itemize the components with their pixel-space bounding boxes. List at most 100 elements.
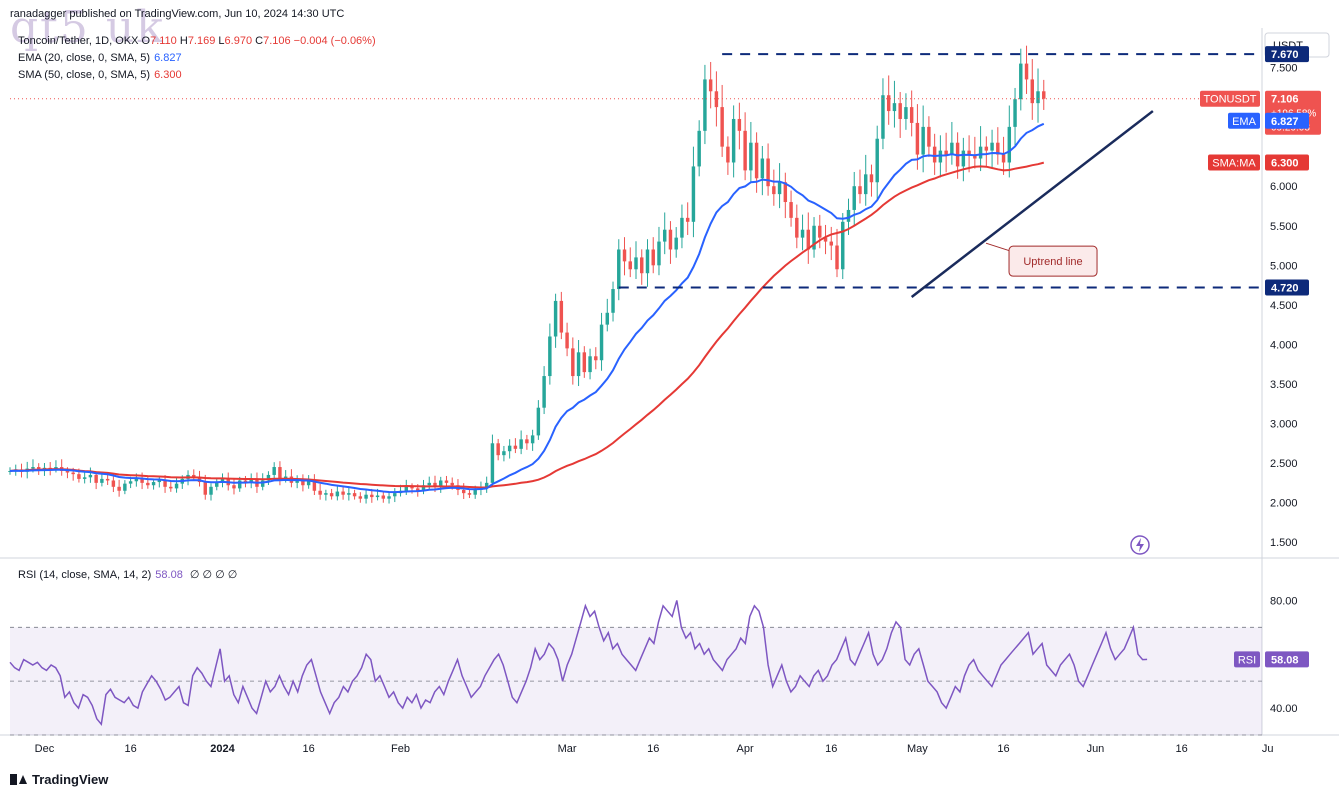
- y-tick-label: 6.000: [1270, 181, 1298, 193]
- rsi-tick-label: 40.00: [1270, 703, 1298, 715]
- uptrend-line-label: Uptrend line: [1023, 256, 1082, 268]
- candle-body: [869, 174, 874, 183]
- x-tick-label: May: [907, 743, 928, 755]
- candle-body: [881, 95, 885, 139]
- symbol-title: Toncoin/Tether, 1D, OKX: [18, 35, 139, 47]
- candle-body: [238, 480, 242, 489]
- candle-body: [996, 142, 1000, 155]
- candle-body: [858, 186, 862, 195]
- candle-body: [1007, 126, 1012, 163]
- y-tick-label: 5.500: [1270, 221, 1298, 233]
- rsi-legend-extra: ∅ ∅ ∅ ∅: [189, 569, 238, 581]
- candle-body: [105, 478, 110, 481]
- candle-body: [662, 229, 667, 242]
- last-price-label: 7.106: [1271, 94, 1299, 106]
- candle-body: [749, 142, 753, 171]
- candle-body: [536, 407, 541, 436]
- candle-body: [174, 483, 179, 489]
- y-tick-label: 7.500: [1270, 63, 1298, 75]
- candle-body: [111, 480, 116, 487]
- candle-body: [634, 257, 638, 270]
- candle-body: [628, 261, 632, 270]
- sma-legend[interactable]: SMA (50, close, 0, SMA, 5) 6.300: [18, 69, 182, 81]
- candle-body: [553, 300, 558, 337]
- ema-legend[interactable]: EMA (20, close, 0, SMA, 5) 6.827: [18, 52, 182, 64]
- candle-body: [1001, 154, 1006, 163]
- candle-body: [312, 480, 317, 491]
- rsi-tick-label: 80.00: [1270, 595, 1298, 607]
- rsi-legend-label: RSI (14, close, SMA, 14, 2): [18, 569, 152, 581]
- candle-body: [651, 249, 655, 266]
- candle-body: [461, 489, 466, 494]
- y-tick-label: 1.500: [1270, 537, 1298, 549]
- level-label-box: [1265, 279, 1309, 296]
- candle-body: [1024, 63, 1029, 80]
- x-tick-label: Dec: [35, 743, 55, 755]
- candle-body: [829, 241, 833, 246]
- candle-body: [617, 249, 621, 290]
- symbol-tag-label: TONUSDT: [1204, 94, 1257, 106]
- candle-body: [169, 486, 173, 489]
- candle-body: [783, 182, 788, 203]
- rsi-legend[interactable]: RSI (14, close, SMA, 14, 2) 58.08 ∅ ∅ ∅ ∅: [18, 568, 237, 581]
- candle-body: [77, 474, 81, 479]
- candle-body: [714, 91, 719, 108]
- candle-body: [588, 356, 592, 373]
- candle-body: [82, 477, 87, 479]
- candle-body: [352, 493, 357, 497]
- candle-body: [146, 482, 150, 486]
- y-tick-label: 5.000: [1270, 260, 1298, 272]
- ema-value-box: [1265, 112, 1309, 129]
- candle-body: [1042, 91, 1046, 99]
- candle-body: [961, 150, 966, 167]
- change-value: −0.004 (−0.06%): [293, 35, 376, 47]
- candle-body: [318, 490, 322, 495]
- candle-body: [622, 249, 627, 262]
- rsi-legend-value: 58.08: [155, 569, 183, 581]
- y-tick-label: 3.000: [1270, 419, 1298, 431]
- candle-body: [708, 79, 713, 92]
- tradingview-logo-icon: [10, 774, 28, 785]
- tradingview-brand: TradingView: [32, 772, 109, 787]
- candle-body: [754, 142, 759, 179]
- candle-body: [525, 439, 529, 444]
- candle-body: [519, 439, 523, 449]
- candle-body: [548, 336, 552, 377]
- candle-body: [31, 467, 35, 469]
- candle-body: [278, 467, 282, 479]
- candle-body: [886, 95, 891, 112]
- candle-body: [467, 493, 472, 495]
- level-label: 4.720: [1271, 282, 1299, 294]
- candle-body: [668, 229, 673, 250]
- annotation-box: [1008, 245, 1098, 277]
- candle-body: [582, 352, 587, 373]
- candle-body: [835, 245, 839, 270]
- x-tick-label: Jun: [1087, 743, 1105, 755]
- candle-body: [915, 122, 920, 155]
- candle-body: [921, 126, 925, 155]
- ema-legend-value: 6.827: [154, 52, 182, 64]
- tradingview-logo[interactable]: TradingView: [10, 772, 108, 787]
- x-tick-label: Apr: [737, 743, 754, 755]
- x-tick-label: Mar: [558, 743, 577, 755]
- candle-body: [530, 435, 535, 444]
- candle-body: [795, 217, 799, 238]
- candles: [8, 45, 1046, 504]
- candle-body: [1013, 99, 1017, 127]
- candle-body: [128, 481, 133, 484]
- candle-body: [772, 186, 776, 195]
- candle-body: [140, 478, 144, 483]
- candle-body: [864, 174, 868, 195]
- ema-tag: [1228, 112, 1260, 129]
- candle-body: [410, 486, 414, 489]
- candle-body: [680, 217, 684, 238]
- candle-body: [973, 154, 977, 159]
- x-tick-label: Feb: [391, 743, 410, 755]
- sma-tag-label: SMA:MA: [1212, 157, 1256, 169]
- candle-body: [640, 257, 644, 274]
- candle-body: [599, 324, 604, 361]
- candle-body: [283, 476, 288, 479]
- candle-body: [990, 142, 994, 151]
- candle-body: [347, 493, 351, 495]
